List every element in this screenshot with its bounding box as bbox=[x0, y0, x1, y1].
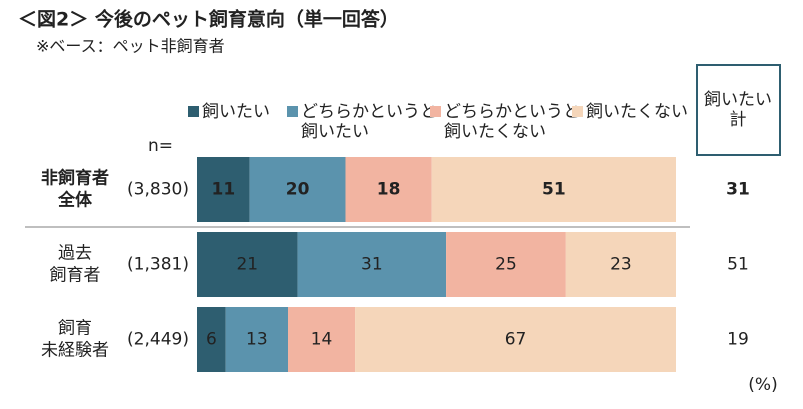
unit-label: (%) bbox=[748, 375, 777, 395]
sample-size: (1,381) bbox=[127, 255, 189, 275]
bar-segment bbox=[249, 157, 346, 222]
sample-size: (2,449) bbox=[127, 330, 189, 350]
bar-segment bbox=[565, 232, 676, 297]
legend-label: どちらかというと飼いたくない bbox=[444, 102, 580, 142]
category-label: 過去 bbox=[58, 244, 92, 264]
legend-swatch bbox=[287, 106, 298, 117]
category-label: 非飼育者 bbox=[41, 168, 109, 189]
legend-label: 飼いたくない bbox=[586, 102, 688, 122]
bar-segment bbox=[197, 307, 226, 372]
total-value: 19 bbox=[727, 330, 749, 350]
bar-segment bbox=[431, 157, 676, 222]
chart-subtitle: ※ベース：ペット非飼育者 bbox=[36, 37, 225, 56]
bar-segment bbox=[225, 307, 289, 372]
data-label: 20 bbox=[286, 180, 310, 200]
total-value: 51 bbox=[727, 255, 749, 275]
bar-segment bbox=[297, 232, 447, 297]
chart-title: ＜図2＞ 今後のペット飼育意向（単一回答） bbox=[18, 8, 399, 31]
data-label: 67 bbox=[505, 330, 527, 350]
data-label: 18 bbox=[377, 180, 401, 200]
category-label: 未経験者 bbox=[41, 341, 109, 361]
category-label: 飼育者 bbox=[50, 266, 101, 286]
legend-swatch bbox=[188, 106, 199, 117]
data-label: 51 bbox=[542, 180, 566, 200]
data-label: 6 bbox=[206, 330, 217, 350]
total-header-box bbox=[696, 64, 781, 156]
data-label: 25 bbox=[495, 255, 517, 275]
bar-segment bbox=[446, 232, 566, 297]
category-label: 飼育 bbox=[58, 319, 92, 339]
data-label: 11 bbox=[212, 180, 236, 200]
legend-label: 飼いたい bbox=[202, 102, 270, 122]
category-label: 全体 bbox=[57, 190, 93, 211]
sample-size: (3,830) bbox=[127, 180, 189, 200]
bar-segment bbox=[345, 157, 432, 222]
data-label: 13 bbox=[246, 330, 268, 350]
data-label: 21 bbox=[236, 255, 258, 275]
total-value: 31 bbox=[726, 180, 750, 200]
bar-segment bbox=[355, 307, 676, 372]
data-label: 14 bbox=[311, 330, 333, 350]
data-label: 31 bbox=[361, 255, 383, 275]
bar-segment bbox=[288, 307, 356, 372]
n-label: n= bbox=[148, 136, 173, 156]
legend-label: どちらかというと飼いたい bbox=[301, 102, 437, 142]
legend-swatch bbox=[572, 106, 583, 117]
legend-swatch bbox=[430, 106, 441, 117]
data-label: 23 bbox=[610, 255, 632, 275]
bar-segment bbox=[197, 157, 250, 222]
bar-segment bbox=[197, 232, 298, 297]
total-header: 飼いたい計 bbox=[704, 90, 772, 130]
